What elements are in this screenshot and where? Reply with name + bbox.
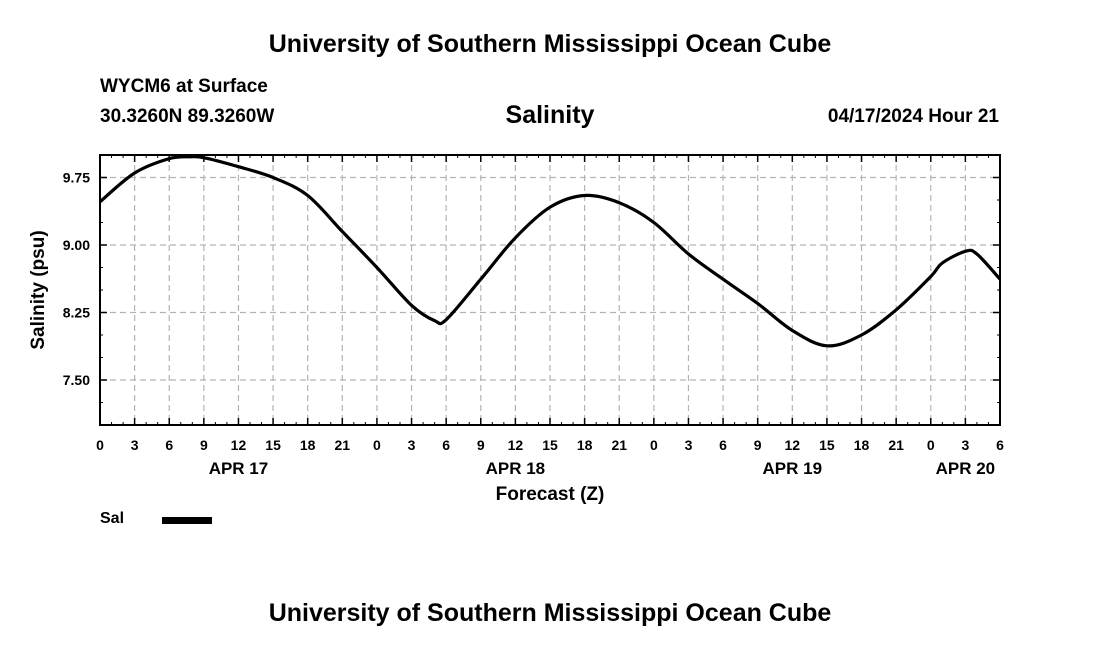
- series-layer: [98, 154, 1002, 348]
- x-tick-label: 6: [719, 437, 727, 453]
- x-tick-label: 12: [231, 437, 247, 453]
- chart-title: Salinity: [505, 101, 595, 129]
- coordinates-label: 30.3260N 89.3260W: [100, 106, 275, 127]
- y-tick-label: 8.25: [63, 305, 90, 321]
- plot-frame: [99, 154, 1001, 426]
- x-tick-label: 3: [408, 437, 416, 453]
- x-tick-label: 3: [131, 437, 139, 453]
- day-label: APR 20: [936, 459, 996, 478]
- series-line-sal: [98, 154, 1002, 348]
- x-tick-label: 18: [300, 437, 316, 453]
- x-tick-label: 18: [854, 437, 870, 453]
- x-tick-label: 21: [611, 437, 627, 453]
- x-tick-label: 3: [961, 437, 969, 453]
- x-tick-label: 0: [927, 437, 935, 453]
- x-tick-label: 15: [819, 437, 835, 453]
- grid-lines: [100, 155, 1000, 425]
- x-tick-label: 21: [888, 437, 904, 453]
- x-tick-label: 3: [685, 437, 693, 453]
- legend-swatch: [162, 517, 212, 524]
- x-tick-label: 0: [650, 437, 658, 453]
- y-tick-label: 7.50: [63, 372, 90, 388]
- day-label: APR 17: [209, 459, 269, 478]
- footer-title: University of Southern Mississippi Ocean…: [268, 599, 832, 627]
- x-tick-label: 12: [508, 437, 524, 453]
- main-title: University of Southern Mississippi Ocean…: [268, 30, 832, 58]
- x-tick-label: 0: [96, 437, 104, 453]
- x-tick-label: 6: [442, 437, 450, 453]
- x-tick-label: 0: [373, 437, 381, 453]
- x-tick-label: 21: [335, 437, 351, 453]
- x-tick-label: 6: [165, 437, 173, 453]
- y-axis-label: Salinity (psu): [28, 230, 49, 349]
- legend-label: Sal: [100, 510, 125, 527]
- date-hour-label: 04/17/2024 Hour 21: [827, 106, 999, 127]
- x-tick-label: 15: [542, 437, 558, 453]
- x-tick-label: 9: [200, 437, 208, 453]
- y-tick-label: 9.75: [63, 170, 90, 186]
- x-tick-label: 15: [265, 437, 281, 453]
- x-axis-label: Forecast (Z): [496, 484, 605, 505]
- x-tick-label: 9: [477, 437, 485, 453]
- day-label: APR 19: [763, 459, 823, 478]
- axis-labels: 0 3 6 9 12 15 18 21 0 3 6 9 12 15 18 21 0 3 6 9 12 15 18 21 0 3 6 7…: [63, 170, 1004, 479]
- x-tick-label: 9: [754, 437, 762, 453]
- day-label: APR 18: [486, 459, 546, 478]
- station-label: WYCM6 at Surface: [100, 76, 268, 97]
- x-tick-label: 12: [785, 437, 801, 453]
- y-tick-label: 9.00: [63, 237, 90, 253]
- x-tick-label: 18: [577, 437, 593, 453]
- x-tick-label: 6: [996, 437, 1004, 453]
